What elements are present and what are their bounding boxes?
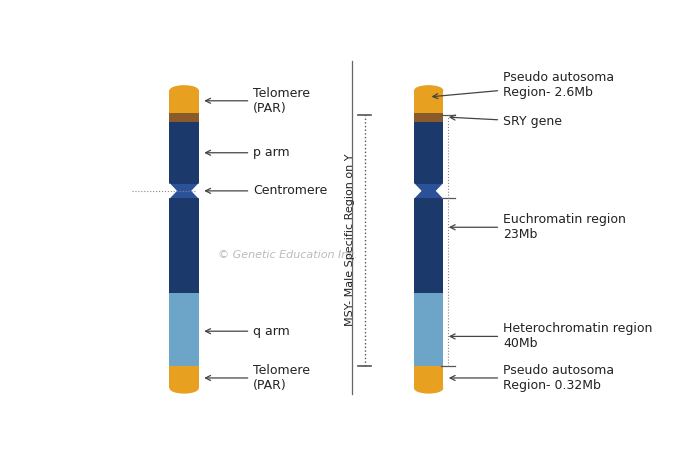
Bar [169, 90, 199, 113]
Text: Pseudo autosoma
Region- 2.6Mb: Pseudo autosoma Region- 2.6Mb [433, 71, 614, 99]
Polygon shape [192, 184, 199, 198]
Bar [414, 184, 443, 198]
Polygon shape [437, 184, 443, 198]
Bar [169, 184, 199, 198]
Text: q arm: q arm [206, 325, 290, 338]
Text: Pseudo autosoma
Region- 0.32Mb: Pseudo autosoma Region- 0.32Mb [450, 364, 614, 392]
Ellipse shape [169, 383, 199, 394]
Bar [414, 113, 443, 122]
Bar [414, 198, 443, 293]
Text: p arm: p arm [206, 146, 290, 159]
Ellipse shape [414, 383, 443, 394]
Polygon shape [414, 184, 421, 198]
Text: Centromere: Centromere [206, 184, 327, 198]
Bar [414, 90, 443, 113]
Text: Telomere
(PAR): Telomere (PAR) [206, 364, 310, 392]
Bar [414, 293, 443, 366]
Bar [169, 113, 199, 122]
Text: Telomere
(PAR): Telomere (PAR) [206, 87, 310, 115]
Bar [169, 366, 199, 388]
Text: MSY- Male Specific Region on Y: MSY- Male Specific Region on Y [345, 154, 355, 327]
Ellipse shape [414, 85, 443, 95]
Polygon shape [169, 184, 176, 198]
Bar [414, 122, 443, 184]
Bar [169, 293, 199, 366]
Text: Euchromatin region
23Mb: Euchromatin region 23Mb [450, 213, 626, 241]
Bar [169, 198, 199, 293]
Bar [414, 366, 443, 388]
Ellipse shape [169, 85, 199, 95]
Text: © Genetic Education Inc.: © Genetic Education Inc. [218, 250, 357, 260]
Bar [169, 122, 199, 184]
Text: SRY gene: SRY gene [450, 115, 562, 128]
Text: Heterochromatin region
40Mb: Heterochromatin region 40Mb [450, 322, 652, 351]
